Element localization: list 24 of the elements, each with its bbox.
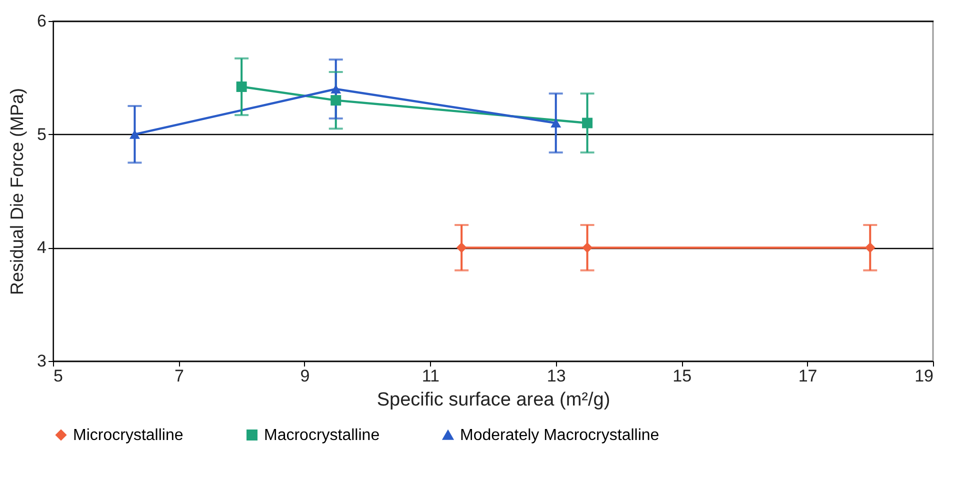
y-tick-label: 3 <box>37 352 46 370</box>
point <box>330 95 342 106</box>
y-tick-label: 6 <box>37 12 46 30</box>
point <box>582 118 593 128</box>
legend-label: Microcrystalline <box>73 427 184 444</box>
y-tick-label: 4 <box>37 238 46 258</box>
point <box>582 242 593 253</box>
y-axis-title: Residual Die Force (MPa) <box>7 88 28 296</box>
x-tick-label: 9 <box>300 366 310 386</box>
x-tick-label: 15 <box>672 366 692 386</box>
x-tick-label: 13 <box>546 366 566 386</box>
point <box>129 130 140 139</box>
x-tick-label: 5 <box>54 366 63 386</box>
legend-label: Moderately Macrocrystalline <box>460 427 660 444</box>
point <box>456 242 467 253</box>
x-tick-label: 11 <box>422 366 440 386</box>
y-tick-label: 5 <box>37 124 46 144</box>
point <box>236 81 247 92</box>
x-tick-label: 17 <box>798 366 818 386</box>
legend-label: Macrocrystalline <box>264 427 380 444</box>
point <box>864 242 876 253</box>
x-tick-label: 7 <box>174 366 184 386</box>
x-tick-label: 19 <box>914 366 934 386</box>
x-axis-title: Specific surface area (m²/g) <box>376 390 610 410</box>
